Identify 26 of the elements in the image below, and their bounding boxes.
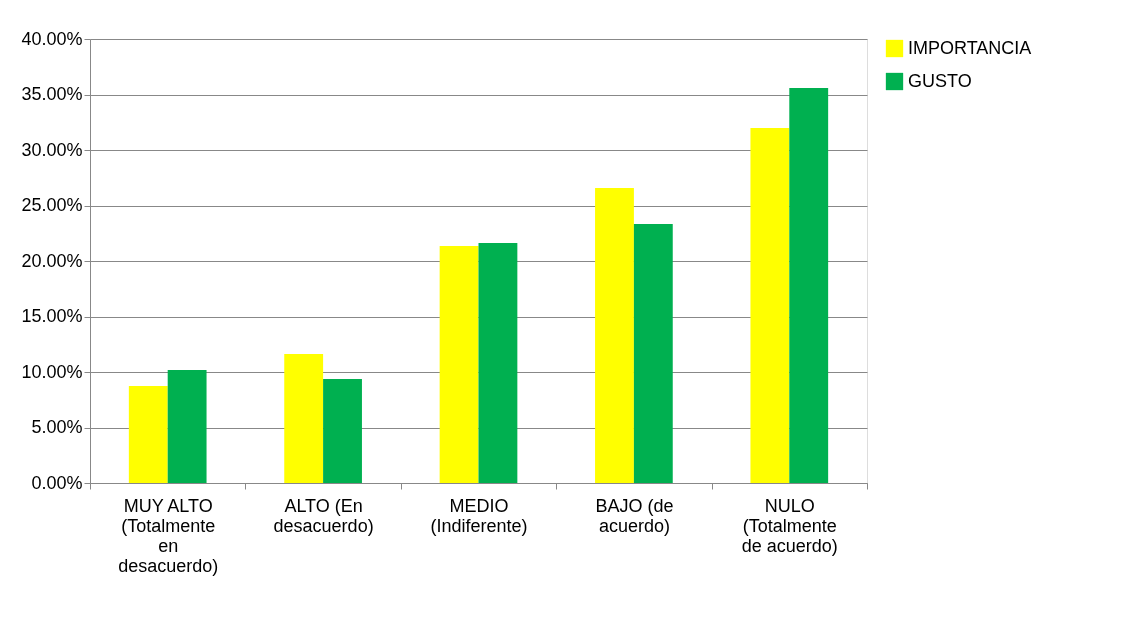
bar — [633, 224, 673, 483]
y-tick-label: 30.00% — [21, 139, 83, 160]
bar — [789, 87, 829, 483]
bar — [439, 246, 479, 483]
y-tick-label: 10.00% — [21, 361, 83, 382]
bar — [128, 385, 168, 483]
y-tick-label: 20.00% — [21, 250, 83, 271]
y-tick-label: 15.00% — [21, 306, 83, 326]
bar — [478, 243, 518, 483]
bar — [167, 370, 207, 483]
y-tick-label: 40.00% — [21, 28, 83, 49]
y-tick-label: 0.00% — [31, 472, 83, 493]
bar — [284, 354, 324, 483]
x-tick-label: MUY ALTO (Totalmente en desacuerdo) — [118, 495, 219, 576]
x-tick-label: NULO (Totalmente de acuerdo) — [741, 495, 838, 556]
x-tick-label: ALTO (En desacuerdo) — [273, 495, 374, 536]
bar — [595, 187, 634, 483]
legend-label: IMPORTANCIA — [908, 37, 1032, 58]
x-tick-label: BAJO (de acuerdo) — [595, 495, 674, 536]
y-tick-label: 5.00% — [31, 417, 83, 437]
legend-label: GUSTO — [908, 70, 972, 91]
y-tick-label: 35.00% — [21, 84, 83, 104]
x-tick-label: MEDIO (Indiferente) — [430, 495, 528, 536]
y-tick-label: 25.00% — [21, 195, 83, 215]
bar — [323, 378, 362, 483]
bar — [750, 128, 790, 483]
